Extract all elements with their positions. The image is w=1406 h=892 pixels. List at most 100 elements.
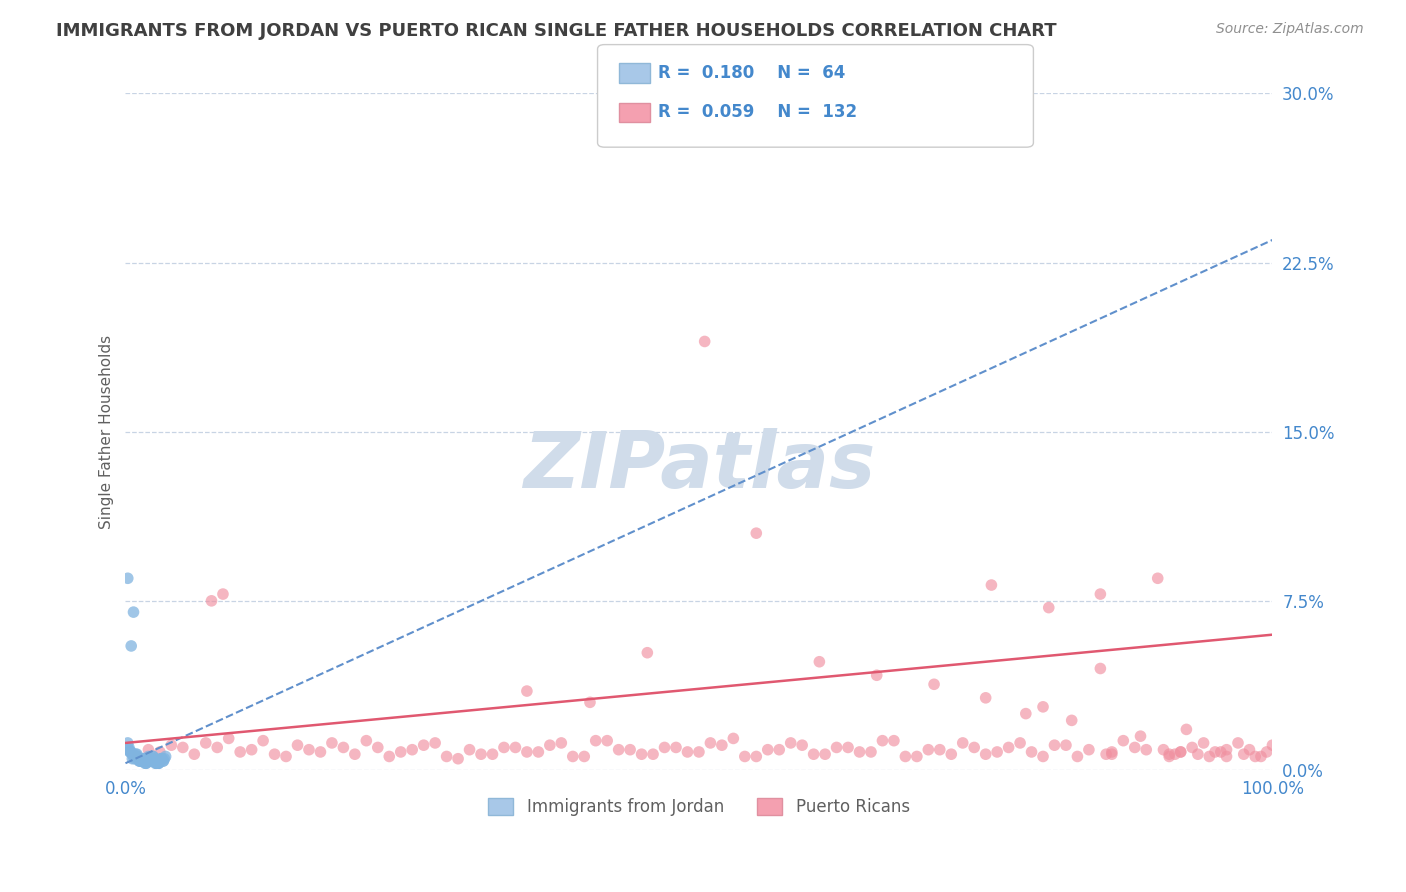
Point — [723, 731, 745, 746]
Point — [146, 756, 169, 771]
Point — [837, 740, 859, 755]
Point — [200, 594, 222, 608]
Point — [1198, 749, 1220, 764]
Point — [152, 754, 174, 768]
Point — [138, 742, 160, 756]
Point — [139, 754, 162, 768]
Text: R =  0.059    N =  132: R = 0.059 N = 132 — [658, 103, 858, 121]
Point — [378, 749, 401, 764]
Point — [883, 733, 905, 747]
Point — [665, 740, 688, 755]
Point — [142, 749, 165, 764]
Point — [1227, 736, 1250, 750]
Point — [538, 738, 561, 752]
Point — [131, 752, 153, 766]
Point — [1090, 587, 1112, 601]
Point — [1215, 742, 1237, 756]
Point — [125, 749, 148, 764]
Point — [470, 747, 492, 762]
Point — [1054, 738, 1077, 752]
Point — [1010, 736, 1032, 750]
Point — [859, 745, 882, 759]
Point — [131, 752, 153, 766]
Point — [124, 752, 146, 766]
Point — [579, 695, 602, 709]
Point — [808, 655, 831, 669]
Point — [263, 747, 285, 762]
Point — [124, 749, 146, 764]
Text: Source: ZipAtlas.com: Source: ZipAtlas.com — [1216, 22, 1364, 37]
Point — [321, 736, 343, 750]
Point — [125, 749, 148, 764]
Point — [131, 754, 153, 768]
Point — [423, 736, 446, 750]
Point — [1233, 747, 1256, 762]
Point — [803, 747, 825, 762]
Point — [122, 605, 145, 619]
Point — [367, 740, 389, 755]
Point — [447, 752, 470, 766]
Point — [481, 747, 503, 762]
Point — [148, 756, 170, 771]
Point — [145, 756, 167, 771]
Point — [389, 745, 412, 759]
Point — [1250, 749, 1272, 764]
Point — [527, 745, 550, 759]
Point — [401, 742, 423, 756]
Point — [148, 756, 170, 771]
Point — [150, 752, 173, 766]
Point — [1204, 745, 1226, 759]
Point — [630, 747, 652, 762]
Point — [1021, 745, 1043, 759]
Point — [143, 754, 166, 768]
Point — [1032, 749, 1054, 764]
Point — [561, 749, 583, 764]
Point — [127, 752, 149, 766]
Point — [274, 749, 297, 764]
Point — [125, 749, 148, 764]
Point — [710, 738, 733, 752]
Point — [143, 754, 166, 768]
Point — [1123, 740, 1146, 755]
Point — [997, 740, 1019, 755]
Point — [160, 738, 183, 752]
Point — [963, 740, 986, 755]
Point — [894, 749, 917, 764]
Point — [1135, 742, 1157, 756]
Point — [120, 745, 142, 759]
Point — [1159, 747, 1181, 762]
Point — [150, 752, 173, 766]
Point — [779, 736, 801, 750]
Point — [134, 754, 156, 768]
Point — [1215, 749, 1237, 764]
Point — [1112, 733, 1135, 747]
Point — [1077, 742, 1099, 756]
Point — [974, 747, 997, 762]
Point — [120, 639, 142, 653]
Point — [142, 749, 165, 764]
Point — [1152, 742, 1174, 756]
Point — [135, 756, 157, 771]
Point — [974, 690, 997, 705]
Point — [152, 754, 174, 768]
Point — [641, 747, 664, 762]
Point — [1101, 745, 1123, 759]
Point — [117, 571, 139, 585]
Point — [183, 747, 205, 762]
Point — [917, 742, 939, 756]
Point — [1170, 745, 1192, 759]
Point — [636, 646, 658, 660]
Point — [516, 684, 538, 698]
Point — [866, 668, 889, 682]
Point — [905, 749, 928, 764]
Point — [607, 742, 630, 756]
Text: R =  0.180    N =  64: R = 0.180 N = 64 — [658, 64, 845, 82]
Point — [120, 745, 142, 759]
Point — [117, 736, 139, 750]
Point — [1239, 742, 1261, 756]
Point — [980, 578, 1002, 592]
Point — [129, 754, 152, 768]
Point — [138, 752, 160, 766]
Point — [574, 749, 596, 764]
Point — [129, 754, 152, 768]
